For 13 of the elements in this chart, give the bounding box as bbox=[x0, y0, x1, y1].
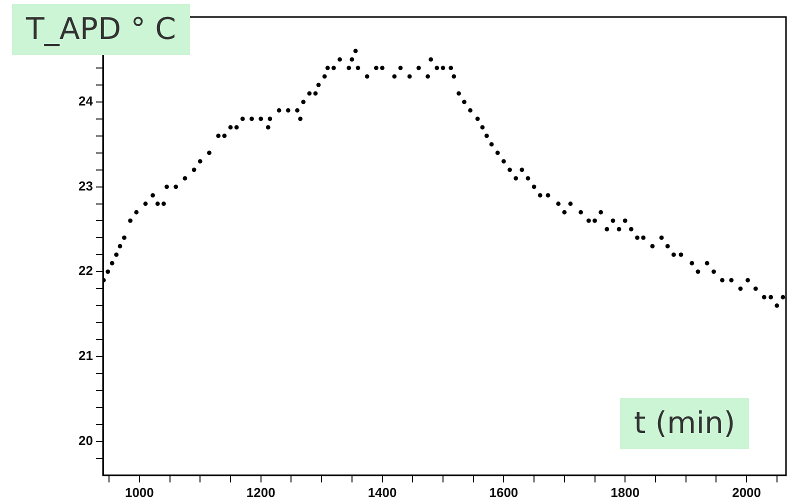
y-axis-title: T_APD ° C bbox=[12, 4, 190, 55]
y-tick-label: 23 bbox=[78, 178, 93, 194]
y-tick-label: 22 bbox=[78, 263, 93, 278]
x-axis-title: t (min) bbox=[620, 398, 750, 449]
y-tick-label: 24 bbox=[78, 93, 94, 108]
x-tick-label: 1600 bbox=[489, 484, 518, 500]
x-tick-label: 2000 bbox=[732, 484, 761, 500]
y-tick-label: 21 bbox=[78, 348, 93, 364]
x-tick-label: 1400 bbox=[368, 484, 397, 500]
x-tick-label: 1200 bbox=[246, 484, 276, 500]
y-tick-label: 20 bbox=[78, 433, 93, 448]
x-tick-label: 1000 bbox=[124, 484, 154, 500]
x-tick-label: 1800 bbox=[610, 484, 640, 500]
